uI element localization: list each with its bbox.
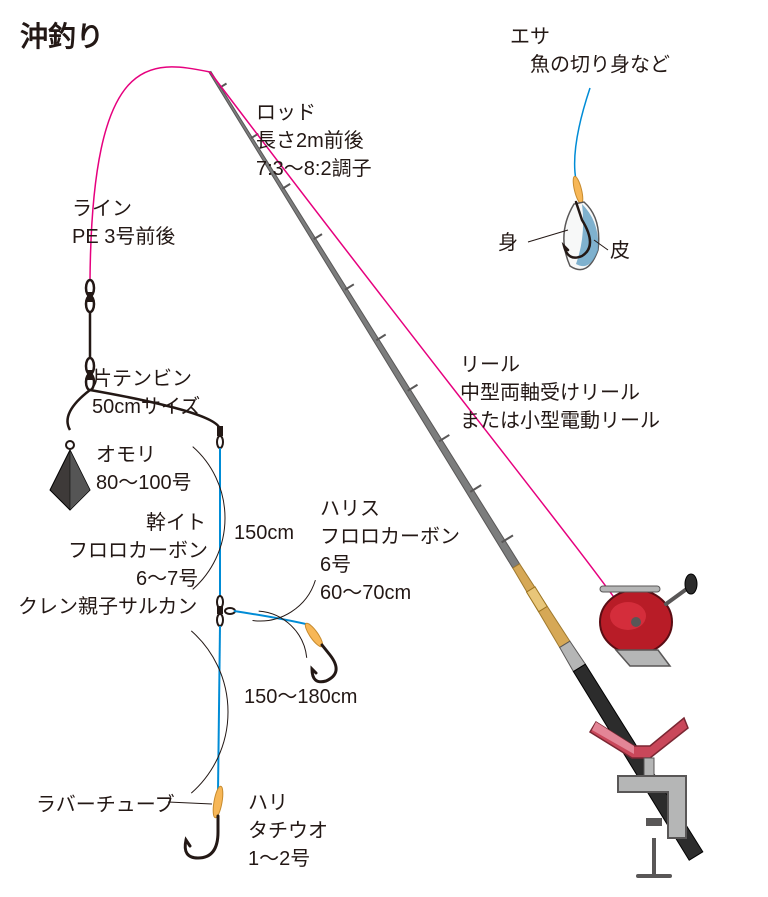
reel-l1: 中型両軸受けリール	[460, 380, 640, 407]
hook-title: ハリ	[248, 790, 288, 817]
len-lower: 150〜180cm	[244, 684, 357, 711]
bait-skin: 皮	[610, 238, 630, 265]
bait-title: エサ	[510, 24, 550, 51]
rod-title: ロッド	[256, 100, 316, 127]
page-title: 沖釣り	[20, 18, 104, 56]
tenbin-size: 50cmサイズ	[92, 394, 200, 421]
hook-name: タチウオ	[248, 818, 328, 845]
bait-meat: 身	[498, 230, 518, 257]
leader-size: 6号	[320, 552, 351, 579]
leader-len: 60〜70cm	[320, 580, 411, 607]
leader-title: ハリス	[320, 496, 380, 523]
bait-desc: 魚の切り身など	[530, 52, 670, 79]
line-spec: PE 3号前後	[72, 224, 175, 251]
leader-mat: フロロカーボン	[320, 524, 460, 551]
mainline-title: 幹イト	[146, 510, 206, 537]
reel-l2: または小型電動リール	[460, 408, 660, 435]
mainline-mat: フロロカーボン	[68, 538, 208, 565]
mainline-size: 6〜7号	[136, 566, 198, 593]
tenbin-title: 片テンビン	[92, 366, 192, 393]
sinker-title: オモリ	[96, 442, 156, 469]
sinker-spec: 80〜100号	[96, 470, 192, 497]
len-upper: 150cm	[234, 520, 294, 547]
rod-taper: 7:3〜8:2調子	[256, 156, 372, 183]
tube-label: ラバーチューブ	[36, 792, 175, 819]
reel-title: リール	[460, 352, 520, 379]
swivel-label: クレン親子サルカン	[18, 594, 197, 621]
rod-length: 長さ2m前後	[256, 128, 364, 155]
hook-size: 1〜2号	[248, 846, 310, 873]
line-title: ライン	[72, 196, 132, 223]
